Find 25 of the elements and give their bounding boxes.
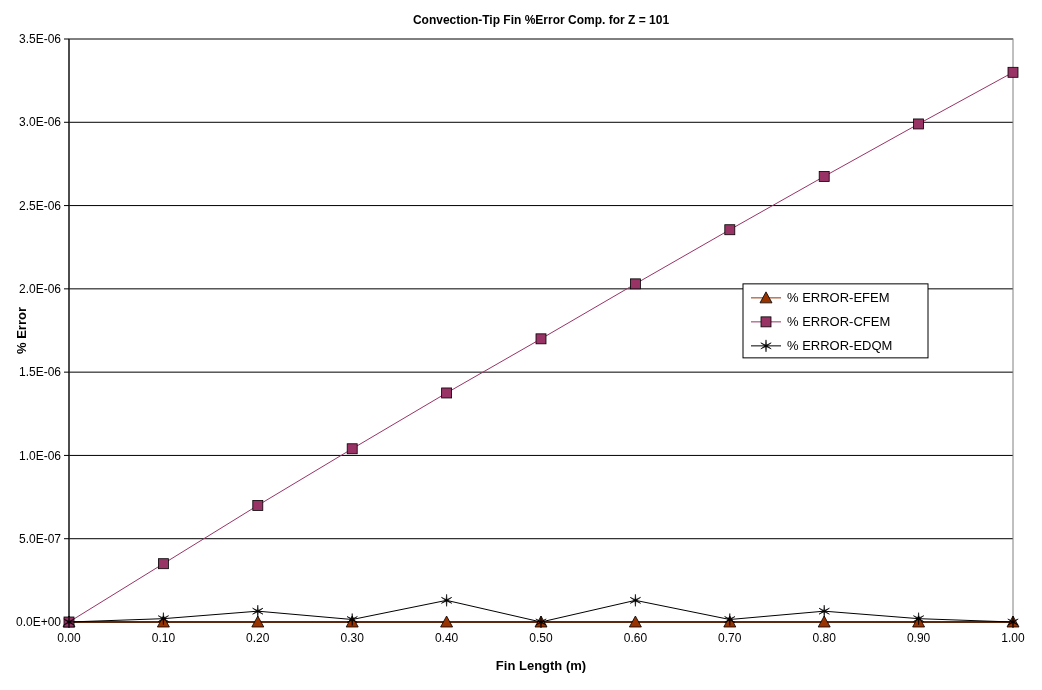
x-tick-label: 0.20 <box>246 631 270 645</box>
x-tick-label: 0.10 <box>151 631 176 645</box>
y-tick-label: 3.5E-06 <box>18 32 62 47</box>
x-tick-label: 1.00 <box>1001 631 1025 645</box>
x-tick-label: 0.50 <box>529 631 553 645</box>
y-tick-label: 5.0E-07 <box>18 531 62 546</box>
y-tick-label: 2.5E-06 <box>18 198 62 213</box>
legend-label: % ERROR-CFEM <box>787 314 891 330</box>
y-tick-label: 1.0E-06 <box>18 448 62 463</box>
x-tick-label: 0.70 <box>718 631 742 645</box>
legend-label: % ERROR-EDQM <box>787 338 893 354</box>
chart-title: Convection-Tip Fin %Error Comp. for Z = 101 <box>412 13 670 27</box>
y-tick-label: 2.0E-06 <box>18 282 62 297</box>
x-tick-label: 0.90 <box>906 631 931 645</box>
y-axis-title: % Error <box>14 307 29 354</box>
x-tick-label: 0.40 <box>434 631 459 645</box>
legend-label: % ERROR-EFEM <box>787 290 890 306</box>
y-tick-label: 3.0E-06 <box>18 115 62 130</box>
x-tick-label: 0.60 <box>623 631 648 645</box>
x-axis-title: Fin Length (m) <box>495 658 587 673</box>
y-tick-label: 0.0E+00 <box>15 615 62 630</box>
x-tick-label: 0.00 <box>57 631 81 645</box>
x-tick-label: 0.30 <box>340 631 365 645</box>
y-tick-label: 1.5E-06 <box>18 365 62 380</box>
x-tick-label: 0.80 <box>812 631 837 645</box>
